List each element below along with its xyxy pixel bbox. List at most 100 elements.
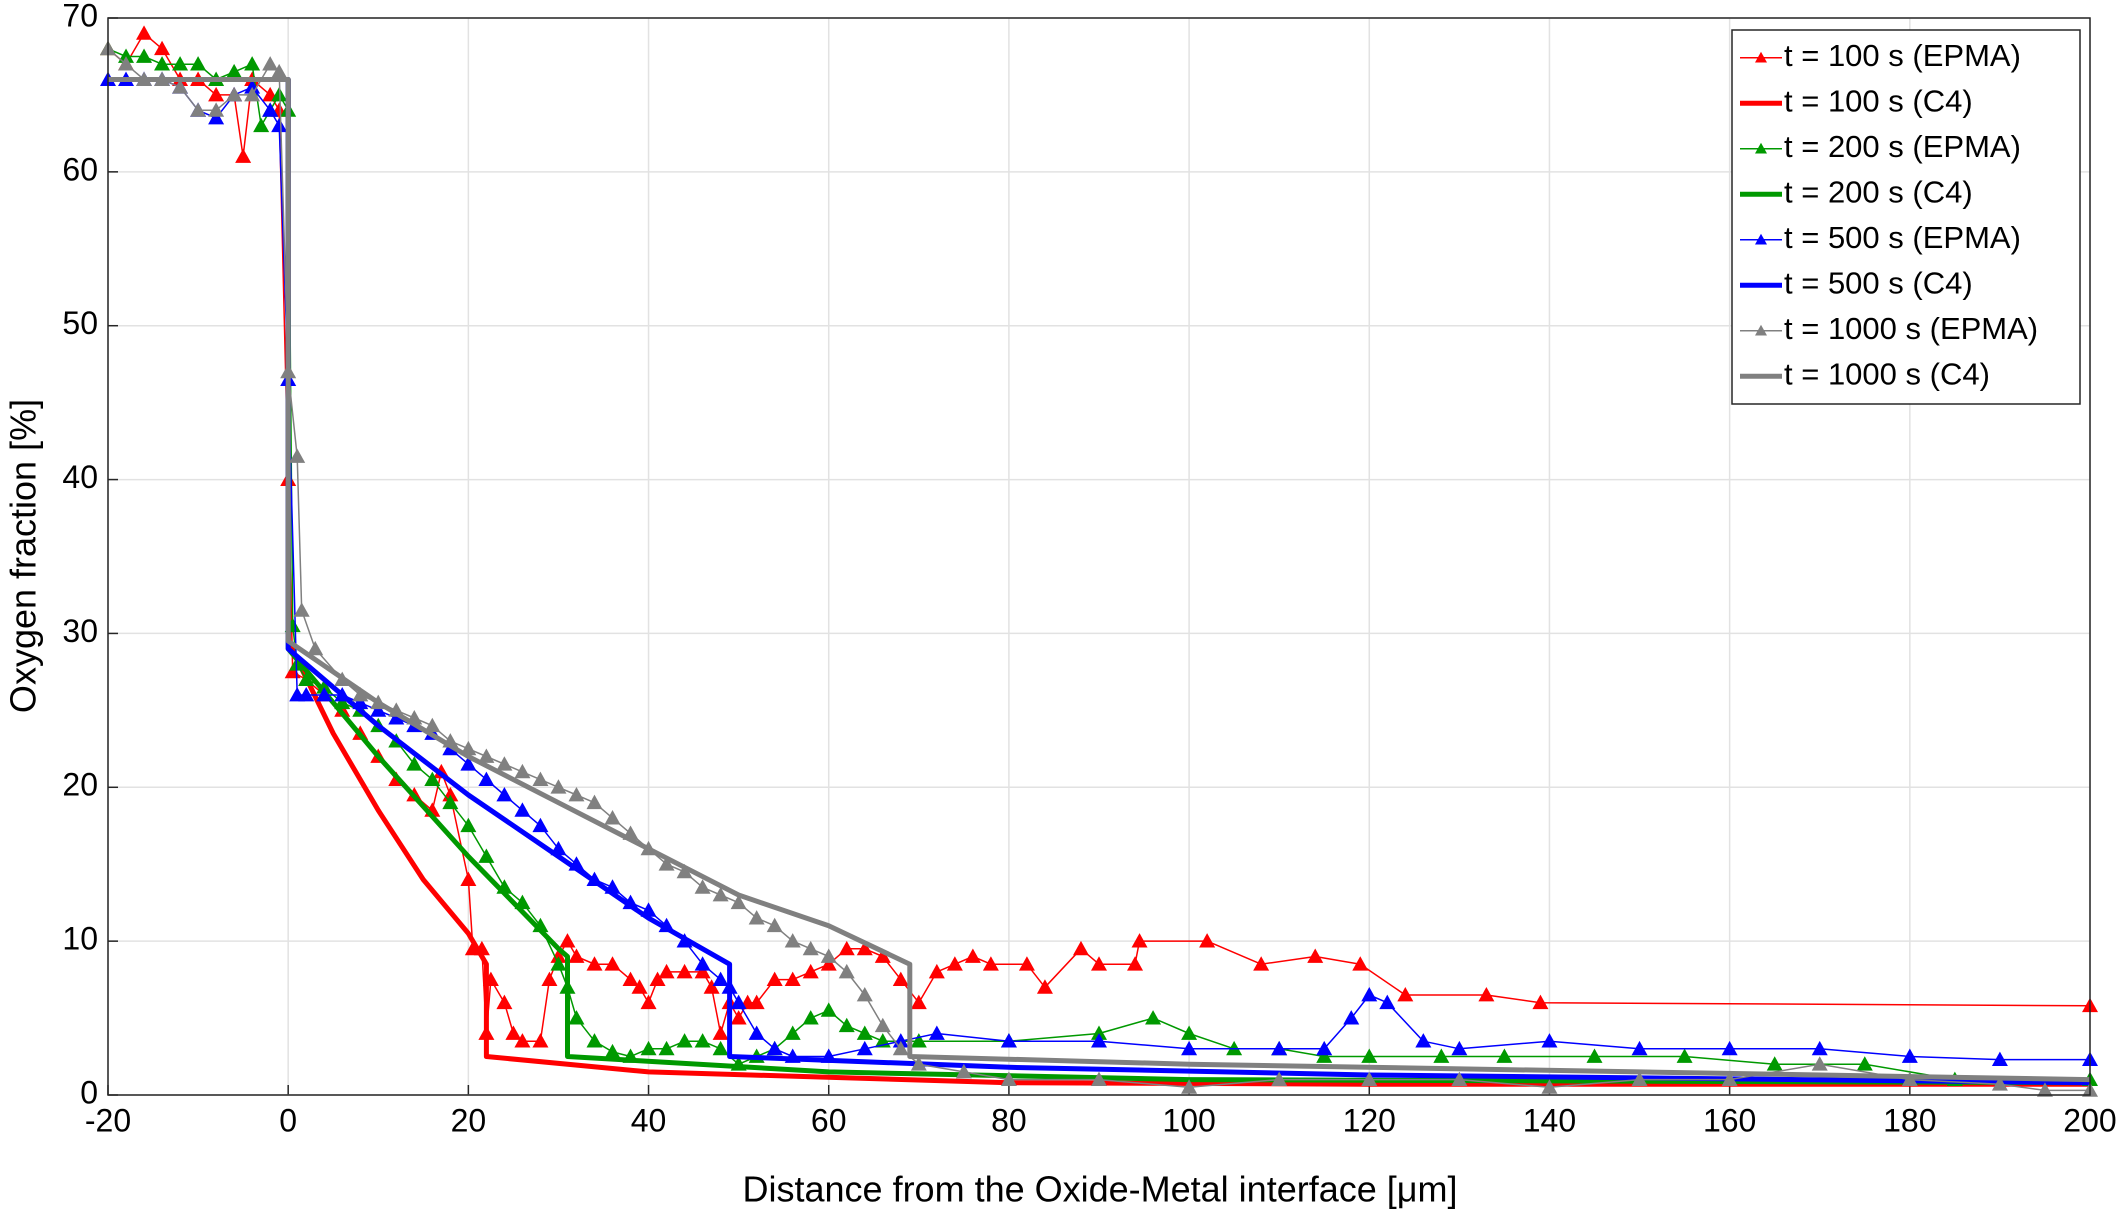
marker xyxy=(424,717,441,733)
marker xyxy=(649,971,666,987)
legend-label: t = 1000 s (EPMA) xyxy=(1784,311,2038,346)
marker xyxy=(550,956,567,971)
marker xyxy=(982,956,999,971)
marker xyxy=(190,56,207,71)
marker xyxy=(298,671,315,686)
marker xyxy=(118,56,135,71)
marker xyxy=(766,971,783,987)
marker xyxy=(1181,1040,1198,1056)
marker xyxy=(532,771,549,786)
marker xyxy=(712,1025,729,1040)
x-tick-label: 180 xyxy=(1883,1102,1936,1138)
marker xyxy=(136,25,153,40)
marker xyxy=(293,602,310,617)
marker xyxy=(1181,1079,1198,1094)
marker xyxy=(730,894,747,910)
marker xyxy=(460,756,477,771)
y-tick-label: 60 xyxy=(62,151,98,187)
marker xyxy=(289,448,306,463)
marker xyxy=(253,117,270,133)
y-tick-label: 70 xyxy=(62,0,98,33)
marker xyxy=(478,848,495,863)
marker xyxy=(586,956,603,971)
legend-label: t = 200 s (C4) xyxy=(1784,174,1973,209)
marker xyxy=(1361,1048,1378,1063)
legend-label: t = 500 s (C4) xyxy=(1784,265,1973,300)
marker xyxy=(1018,956,1035,971)
marker xyxy=(478,748,495,763)
marker xyxy=(1451,1040,1468,1056)
marker xyxy=(1199,933,1216,948)
marker xyxy=(406,756,423,771)
marker xyxy=(1091,1071,1107,1087)
marker xyxy=(928,1025,945,1040)
marker xyxy=(676,963,693,979)
marker xyxy=(703,979,720,994)
marker xyxy=(568,786,585,802)
marker xyxy=(748,1025,765,1040)
marker xyxy=(910,1056,927,1071)
marker xyxy=(838,1017,855,1033)
marker xyxy=(514,763,531,779)
marker xyxy=(838,940,855,956)
marker xyxy=(892,971,909,987)
marker xyxy=(928,963,945,979)
marker xyxy=(1000,1071,1017,1087)
marker xyxy=(1541,1079,1558,1094)
marker xyxy=(1181,1025,1198,1040)
legend-label: t = 500 s (EPMA) xyxy=(1784,220,2021,255)
marker xyxy=(1415,1033,1432,1048)
x-tick-label: -20 xyxy=(85,1102,131,1138)
marker xyxy=(604,956,621,971)
marker xyxy=(856,986,873,1002)
marker xyxy=(784,933,801,948)
marker xyxy=(307,640,324,656)
marker xyxy=(316,686,333,702)
marker xyxy=(370,702,387,717)
marker xyxy=(766,1040,783,1056)
marker xyxy=(1091,1025,1107,1040)
marker xyxy=(694,956,711,971)
marker xyxy=(271,63,288,79)
marker xyxy=(550,948,567,963)
marker xyxy=(694,963,711,979)
marker xyxy=(136,48,153,63)
marker xyxy=(820,1002,837,1017)
marker xyxy=(1721,1040,1738,1056)
marker xyxy=(586,794,603,810)
marker xyxy=(154,56,171,71)
marker xyxy=(712,1040,729,1056)
marker xyxy=(154,40,171,56)
marker xyxy=(1000,1033,1017,1048)
marker xyxy=(1586,1048,1603,1063)
marker xyxy=(1091,956,1107,971)
marker xyxy=(874,948,891,963)
marker xyxy=(1496,1048,1513,1063)
marker xyxy=(1352,956,1369,971)
model-line xyxy=(108,77,2091,1083)
marker xyxy=(532,817,549,833)
y-tick-label: 40 xyxy=(62,459,98,495)
legend-marker xyxy=(1755,142,1767,154)
marker xyxy=(1721,1071,1738,1087)
marker xyxy=(235,148,252,163)
y-tick-label: 10 xyxy=(62,921,98,957)
marker xyxy=(1091,1033,1107,1048)
marker xyxy=(118,48,135,63)
y-axis-label: Oxygen fraction [%] xyxy=(3,399,44,713)
marker xyxy=(541,971,558,987)
marker xyxy=(946,956,963,971)
marker xyxy=(226,86,243,102)
marker xyxy=(838,963,855,979)
x-axis-label: Distance from the Oxide-Metal interface … xyxy=(743,1169,1458,1210)
marker xyxy=(676,1033,693,1048)
marker xyxy=(640,994,657,1010)
marker xyxy=(622,971,639,987)
x-tick-label: 20 xyxy=(451,1102,487,1138)
marker xyxy=(1361,986,1378,1002)
legend-marker xyxy=(1755,51,1767,63)
marker xyxy=(694,879,711,894)
marker xyxy=(1307,948,1324,963)
marker xyxy=(1072,940,1089,956)
marker xyxy=(352,686,369,702)
